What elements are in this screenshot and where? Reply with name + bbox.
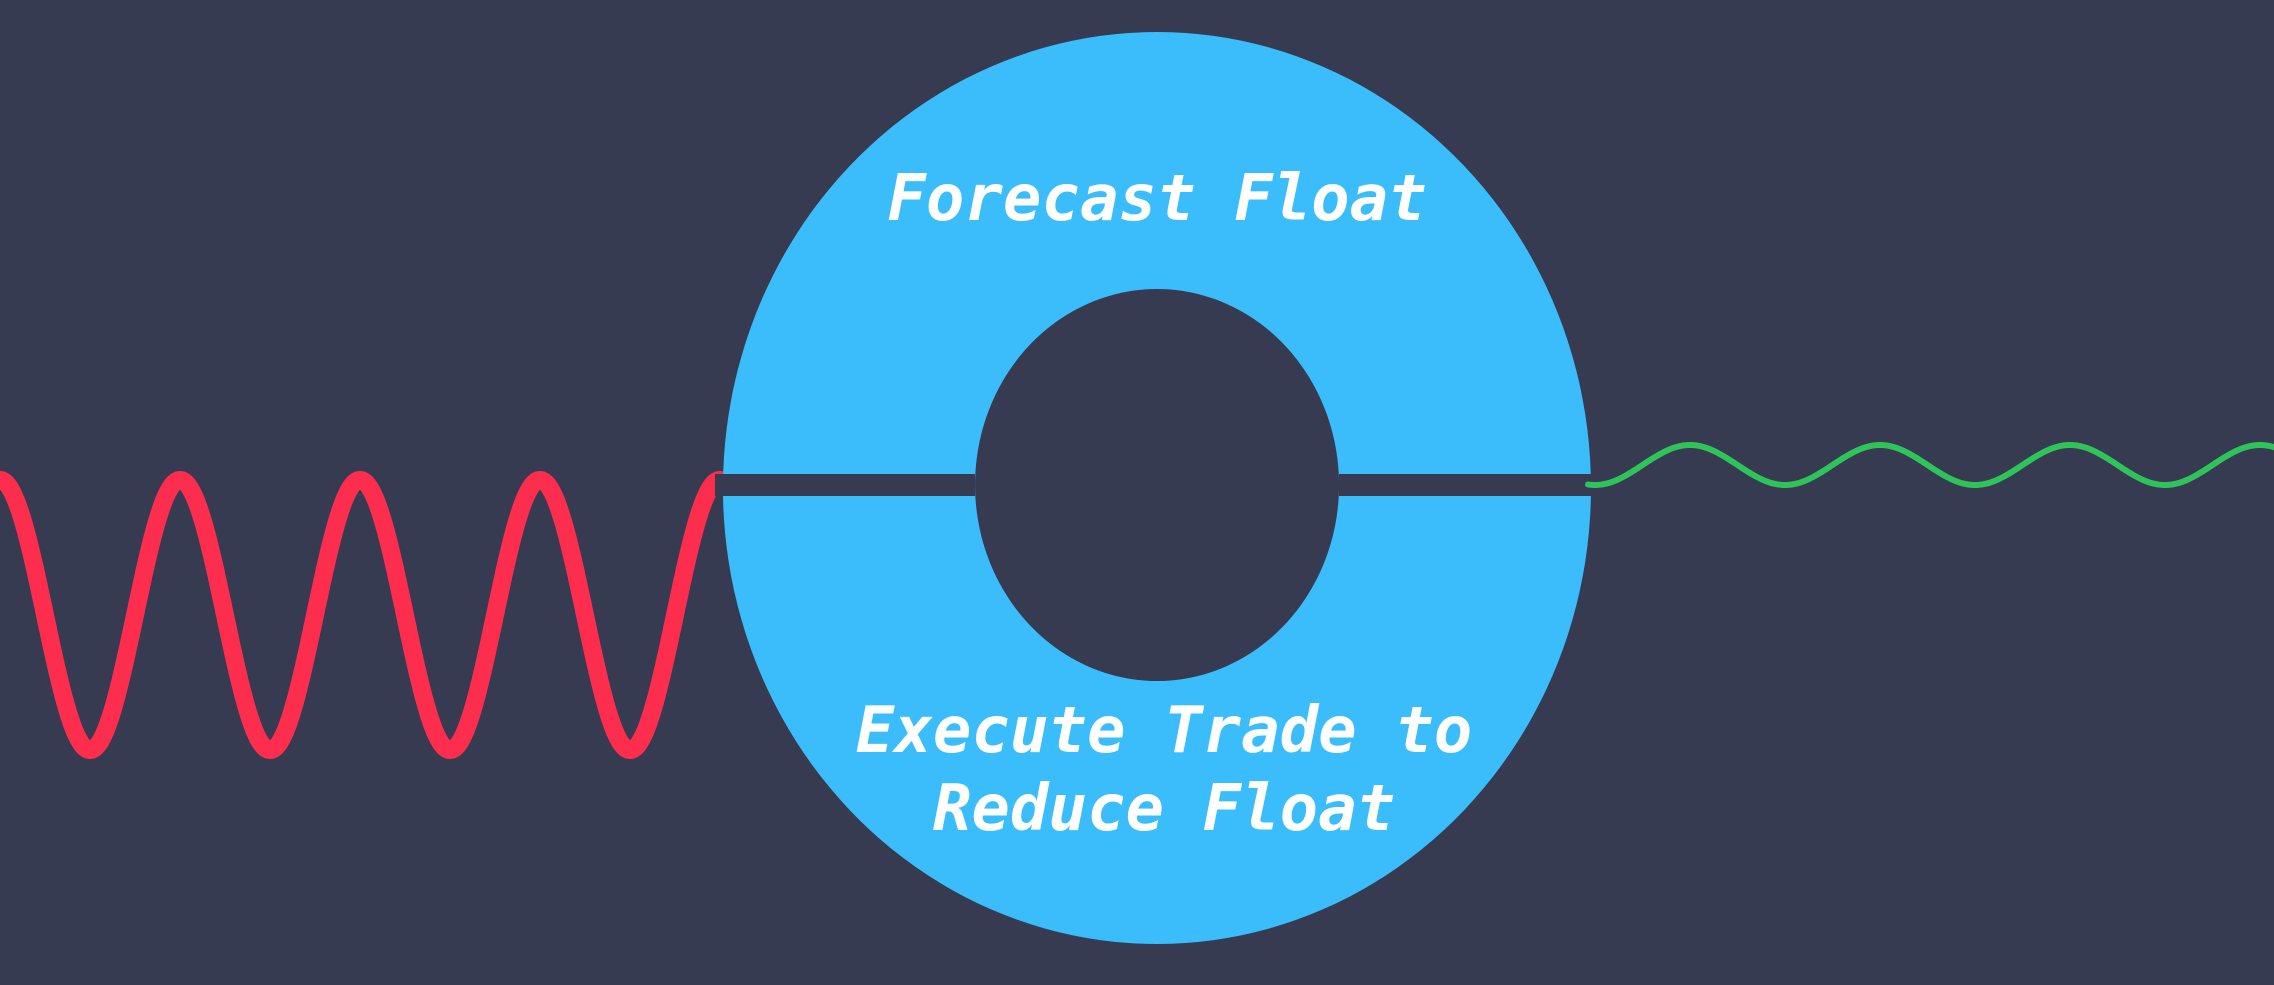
ring-divider-right [1339,474,1599,496]
forecast-float-label: Forecast Float [887,162,1426,236]
output-wave-green [1585,442,2274,488]
input-wave-red [0,470,731,760]
execute-trade-label-line1: Execute Trade to [856,694,1473,768]
execute-trade-label-line2: Reduce Float [933,772,1395,846]
cycle-ring [722,32,1591,944]
ring-divider-left [715,474,975,496]
